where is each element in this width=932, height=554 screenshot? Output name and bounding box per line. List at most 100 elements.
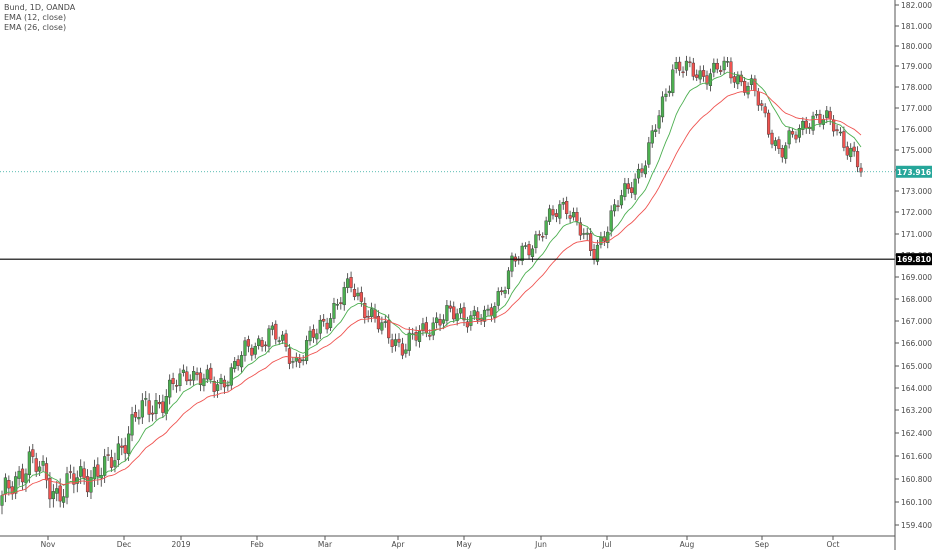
candle-body-up	[270, 325, 274, 330]
y-tick-label: 160.800	[901, 475, 932, 484]
candle-body-up	[205, 369, 209, 380]
candle-body-down	[688, 61, 692, 64]
candle	[281, 330, 285, 344]
candle-body-down	[568, 215, 572, 219]
candle-body-up	[654, 129, 658, 132]
candle-body-up	[335, 304, 339, 306]
candle-body-up	[291, 361, 295, 363]
candle	[510, 252, 514, 278]
candle	[150, 405, 155, 422]
candle-body-up	[725, 61, 730, 63]
candle-body-down	[804, 120, 808, 129]
candle	[301, 355, 305, 366]
candle	[790, 127, 795, 138]
candle-body-down	[188, 379, 192, 381]
candle	[725, 57, 730, 68]
candle	[250, 344, 254, 361]
candle	[527, 240, 531, 260]
candle	[760, 100, 764, 111]
candle	[178, 368, 182, 392]
candle	[233, 357, 237, 373]
candle	[181, 364, 185, 377]
y-tick-label: 165.000	[901, 362, 932, 371]
candle-body-down	[96, 464, 100, 477]
candle	[849, 143, 853, 163]
support-price-tag: 169.810	[896, 253, 932, 266]
candle	[445, 300, 449, 326]
candle-body-down	[72, 473, 76, 485]
candle	[441, 314, 446, 330]
candle	[366, 310, 370, 323]
candle-body-down	[390, 339, 394, 347]
candle-body-up	[370, 308, 374, 317]
candle	[722, 56, 726, 75]
candle	[188, 374, 192, 386]
candle	[397, 333, 401, 348]
candle	[157, 394, 162, 409]
candle-body-down	[424, 322, 428, 334]
candle	[130, 406, 134, 442]
candle	[554, 209, 559, 223]
candle	[239, 351, 244, 373]
candle	[438, 313, 442, 332]
candle-body-down	[554, 213, 559, 217]
candle-body-down	[20, 468, 25, 483]
candle-body-up	[380, 322, 384, 331]
candle	[811, 111, 815, 135]
candle-body-down	[359, 292, 363, 302]
candle	[845, 141, 849, 160]
candle-body-down	[82, 468, 86, 479]
candle	[243, 336, 247, 362]
candle	[318, 315, 322, 340]
candle	[623, 177, 627, 201]
candle	[701, 65, 706, 82]
y-tick-label: 178.000	[901, 83, 932, 92]
candle	[482, 305, 487, 327]
candle	[400, 337, 405, 360]
candle	[270, 322, 274, 336]
x-tick-label: Dec	[117, 540, 132, 549]
candle-body-up	[404, 349, 408, 354]
candle-body-up	[431, 322, 435, 336]
candle	[325, 317, 329, 334]
horizontal-line-layer	[0, 171, 895, 260]
x-tick-label: Aug	[680, 540, 695, 549]
candle-body-up	[595, 244, 600, 262]
legend-ema-12: EMA (12, close)	[4, 13, 67, 22]
candle	[27, 446, 31, 483]
y-tick-label: 180.000	[901, 42, 932, 51]
candle-body-up	[684, 60, 689, 71]
candle-body-up	[55, 488, 59, 494]
candle-body-up	[257, 338, 261, 346]
y-tick-label: 182.000	[901, 1, 932, 10]
y-tick-label: 168.000	[901, 295, 932, 304]
candle	[681, 66, 685, 78]
candle-body-down	[626, 183, 630, 190]
candle-body-up	[41, 460, 45, 466]
candle	[633, 173, 637, 201]
candle-body-down	[10, 486, 14, 495]
legend-ema-26: EMA (26, close)	[4, 23, 67, 32]
candle-body-up	[103, 456, 107, 476]
candle-body-up	[393, 339, 398, 346]
candle	[455, 308, 459, 326]
candle-body-up	[178, 373, 182, 387]
current-price-tag: 173.916	[896, 165, 932, 178]
candle-body-down	[640, 168, 644, 173]
candle-body-down	[48, 478, 52, 500]
candle-body-down	[452, 306, 456, 320]
candle	[797, 124, 801, 143]
candle-body-up	[825, 110, 829, 118]
current-price-tag-text: 173.916	[897, 168, 931, 177]
candle-body-up	[328, 318, 333, 328]
candle-body-down	[109, 457, 114, 468]
y-tick-label: 173.000	[901, 187, 932, 196]
candle-body-up	[441, 319, 446, 324]
candle	[708, 68, 713, 92]
candle	[609, 205, 613, 237]
candle	[342, 281, 346, 311]
candle	[390, 333, 394, 353]
candle	[763, 103, 767, 118]
